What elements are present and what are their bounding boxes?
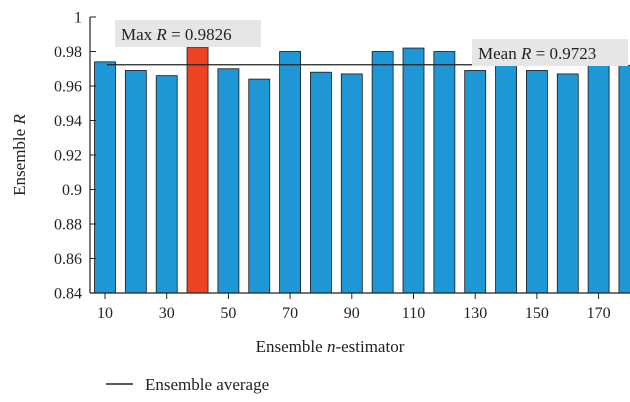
bars-layer [94,46,630,294]
x-axis-title: Ensemble n-estimator [256,337,405,356]
bar-160 [556,73,579,294]
bar-100 [371,51,394,294]
bar-140 [495,49,517,294]
x-tick-label: 150 [525,305,549,322]
bar-50 [217,68,240,294]
x-tick-label: 70 [282,305,298,322]
bar-150 [526,70,548,294]
bar-70 [279,51,302,294]
y-tick-label: 0.94 [54,113,82,130]
bar-30 [155,75,178,294]
bar-180 [618,64,630,294]
bar-170 [587,64,610,294]
y-tick-label: 0.86 [54,251,82,268]
x-tick-label: 170 [587,305,611,322]
x-tick-label: 130 [463,305,487,322]
bar-90 [340,73,363,294]
bar-110 [402,47,425,294]
x-tick-label: 90 [344,305,360,322]
x-tick-label: 50 [220,305,236,322]
legend-label: Ensemble average [145,375,269,394]
y-tick-label: 1 [74,10,82,27]
bar-20 [124,70,147,294]
mean-annotation-box [472,39,628,66]
y-axis-title: Ensemble R [10,114,29,196]
x-tick-label: 30 [159,305,175,322]
bar-130 [464,70,487,294]
bar-120 [433,51,456,294]
bar-40 [186,46,209,294]
y-tick-label: 0.96 [54,79,82,96]
y-tick-label: 0.84 [54,286,82,303]
y-tick-label: 0.88 [54,217,82,234]
bar-60 [248,78,271,294]
y-tick-label: 0.92 [54,148,82,165]
x-tick-label: 10 [97,305,113,322]
y-tick-label: 0.9 [62,182,82,199]
max-annotation-label: Max R = 0.9826 [121,25,232,44]
annotations-layer: Max R = 0.9826 Mean R = 0.9723 [115,20,628,66]
bar-80 [310,71,332,294]
bar-10 [94,61,116,294]
max-annotation-box [115,20,261,47]
x-tick-label: 110 [402,305,425,322]
legend: Ensemble average [106,375,269,394]
y-tick-label: 0.98 [54,44,82,61]
mean-annotation-label: Mean R = 0.9723 [478,44,596,63]
